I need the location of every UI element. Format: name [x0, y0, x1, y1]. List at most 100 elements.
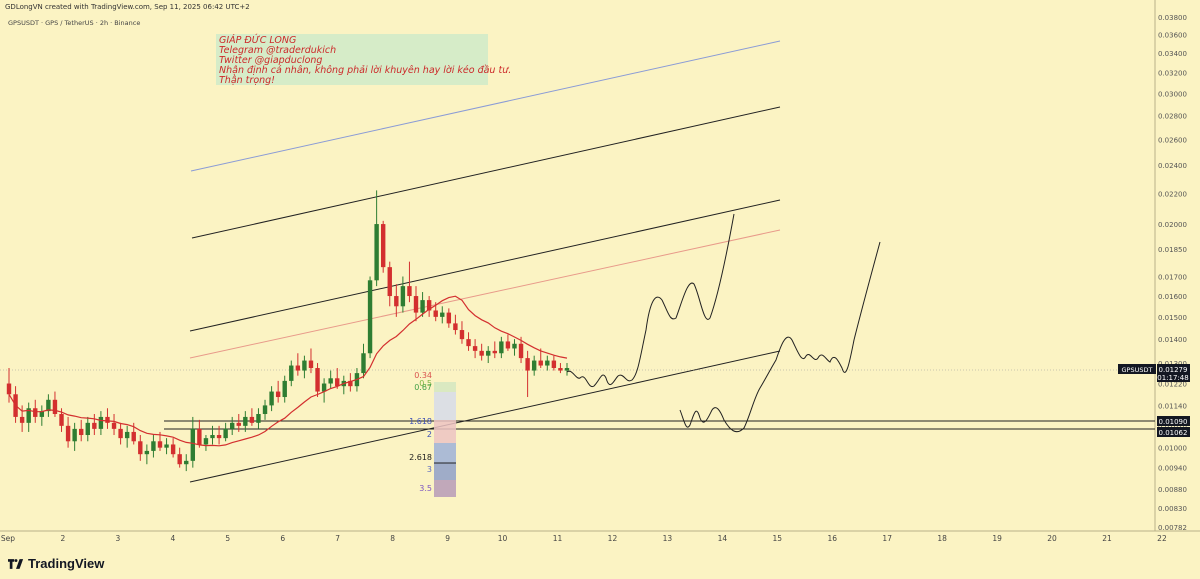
- candle-body: [197, 428, 202, 445]
- candle-body: [98, 416, 104, 429]
- author-note: GIÁP ĐỨC LONG Telegram @traderdukich Twi…: [216, 34, 511, 86]
- last-price-tag-countdown: 01:17:48: [1157, 374, 1188, 382]
- candle-body: [302, 360, 307, 371]
- channel-upper-blue-line: [190, 40, 781, 172]
- candle-body: [124, 431, 130, 439]
- fib-zone-band: [434, 392, 456, 420]
- created-with-caption: GDLongVN created with TradingView.com, S…: [5, 3, 250, 11]
- time-tick-label: 7: [335, 534, 340, 543]
- candle-body: [387, 267, 392, 297]
- price-tick-label: 0.03200: [1158, 69, 1187, 77]
- candle-body: [111, 422, 117, 429]
- fib-zone-band: [434, 420, 456, 443]
- time-tick-label: 11: [553, 534, 563, 543]
- candle-body: [118, 428, 123, 439]
- time-tick-label: 19: [992, 534, 1002, 543]
- candle-body: [486, 350, 491, 356]
- candle-body: [92, 422, 97, 429]
- candle-body: [564, 368, 570, 371]
- candle-body: [46, 399, 51, 412]
- projection-path-upper: [566, 213, 735, 388]
- time-tick-label: 4: [170, 534, 175, 543]
- note-line: Thận trọng!: [219, 75, 275, 86]
- candle-body: [413, 296, 419, 313]
- candle-body: [184, 460, 189, 465]
- level-price-tag: 0.01090: [1157, 416, 1190, 426]
- note-line: Telegram @traderdukich: [219, 45, 337, 56]
- level-price-tag-bg: [1157, 416, 1190, 426]
- time-tick-label: 15: [773, 534, 783, 543]
- price-tick-label: 0.01000: [1158, 445, 1187, 453]
- candle-body: [164, 444, 169, 448]
- candle-body: [282, 380, 287, 398]
- candle-body: [348, 380, 353, 387]
- time-tick-label: 18: [937, 534, 947, 543]
- moving-average-line: [8, 295, 568, 447]
- candle-body: [262, 405, 268, 415]
- time-tick-label: 12: [608, 534, 618, 543]
- candle-body: [223, 428, 228, 439]
- channel-mid-line: [189, 199, 781, 332]
- candle-body: [558, 368, 563, 371]
- candle-body: [269, 391, 274, 406]
- candle-body: [321, 383, 327, 392]
- candle-body: [39, 411, 45, 417]
- candle-body: [72, 428, 77, 442]
- candle-body: [105, 416, 110, 423]
- fib-zone-band: [434, 443, 456, 463]
- price-tick-label: 0.01140: [1158, 402, 1187, 410]
- candle-body: [531, 360, 537, 371]
- time-tick-label: 13: [663, 534, 673, 543]
- tradingview-logo[interactable]: TradingView: [8, 556, 104, 571]
- candle-body: [144, 450, 150, 455]
- candle-body: [203, 438, 209, 445]
- candle-body: [335, 378, 340, 387]
- candle-body: [380, 224, 386, 268]
- candle-body: [26, 408, 31, 423]
- symbol-caption: GPSUSDT · GPS / TetherUS · 2h · Binance: [8, 19, 141, 27]
- price-tick-label: 0.00782: [1158, 524, 1187, 532]
- candle-body: [230, 422, 235, 429]
- candle-body: [459, 330, 465, 340]
- fib-level-label: 1.618: [409, 417, 432, 426]
- time-tick-label: 6: [280, 534, 285, 543]
- price-tick-label: 0.02200: [1158, 190, 1187, 198]
- candle-body: [400, 286, 406, 307]
- channel-median-red-line: [189, 229, 781, 359]
- candle-body: [440, 312, 445, 317]
- candle-body: [479, 350, 484, 356]
- level-price-tag-bg: [1157, 427, 1190, 437]
- fib-level-label: 2: [427, 430, 432, 439]
- candle-body: [394, 296, 399, 307]
- fib-level-label: 0.34: [414, 371, 432, 380]
- candle-body: [308, 360, 314, 369]
- candle-body: [466, 339, 471, 347]
- price-tick-label: 0.01850: [1158, 246, 1187, 254]
- channel-top-line: [191, 106, 781, 239]
- price-tick-label: 0.01070: [1158, 423, 1187, 431]
- candle-body: [525, 358, 530, 371]
- fib-level-label: 0.67: [414, 383, 432, 392]
- price-tick-label: 0.02600: [1158, 136, 1187, 144]
- candle-body: [426, 300, 432, 311]
- note-line: Twitter @giapduclong: [219, 55, 323, 66]
- symbol-tag-bg: [1118, 364, 1156, 374]
- level-price-tag-text: 0.01090: [1159, 418, 1188, 426]
- candle-body: [328, 378, 333, 384]
- candle-body: [59, 414, 64, 426]
- candle-body: [19, 416, 25, 423]
- candle-body: [170, 444, 176, 455]
- tradingview-logo-icon: [8, 558, 24, 569]
- candle-body: [472, 346, 478, 351]
- candle-body: [138, 441, 143, 455]
- candle-body: [407, 286, 412, 297]
- candle-body: [177, 454, 182, 465]
- fib-level-label: 2.618: [409, 453, 432, 462]
- candle-body: [256, 414, 261, 423]
- candle-body: [367, 280, 373, 354]
- price-tick-label: 0.01600: [1158, 293, 1187, 301]
- candle-body: [315, 368, 320, 392]
- candle-body: [85, 422, 90, 436]
